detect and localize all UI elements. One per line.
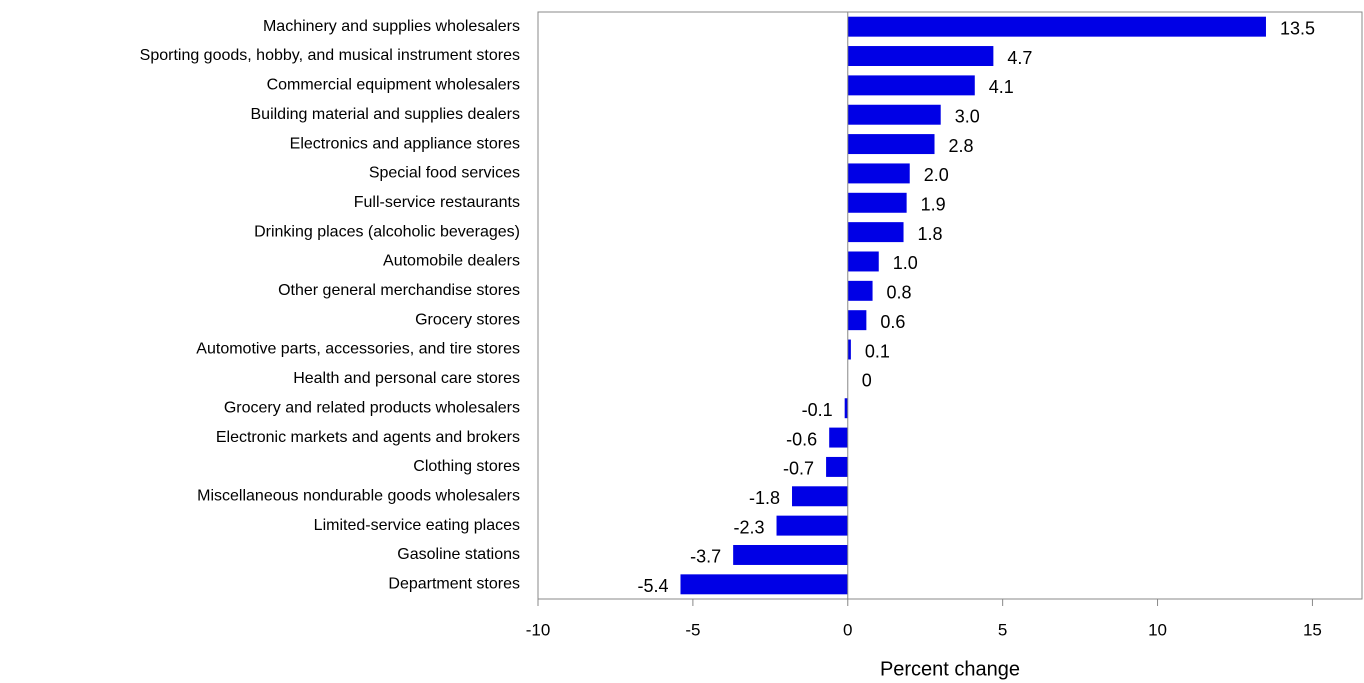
bar	[844, 398, 848, 419]
bar	[847, 75, 975, 96]
bar	[847, 104, 941, 125]
bar	[826, 456, 848, 477]
value-label: 4.7	[1007, 48, 1032, 68]
value-label: -0.6	[786, 429, 817, 449]
y-tick-label: Special food services	[369, 165, 520, 182]
bar	[847, 192, 907, 213]
y-tick-label: Grocery stores	[415, 311, 520, 328]
bar	[829, 427, 848, 448]
value-label: 4.1	[989, 77, 1014, 97]
plot-frame	[537, 11, 1363, 600]
value-label: 2.0	[924, 165, 949, 185]
y-tick-label: Commercial equipment wholesalers	[267, 77, 520, 94]
bar	[847, 339, 851, 360]
bar	[847, 222, 904, 243]
value-label: 0.8	[887, 283, 912, 303]
bar	[776, 515, 848, 536]
y-tick-label: Sporting goods, hobby, and musical instr…	[140, 47, 520, 64]
value-label: -0.1	[802, 400, 833, 420]
value-label: 2.8	[949, 136, 974, 156]
value-label: 3.0	[955, 106, 980, 126]
x-tick-label: -10	[526, 620, 551, 639]
bar	[733, 544, 848, 565]
bar	[847, 251, 879, 272]
y-tick-label: Automobile dealers	[383, 253, 520, 270]
bar	[847, 280, 873, 301]
value-label: -3.7	[690, 547, 721, 567]
x-tick-label: -5	[685, 620, 700, 639]
y-tick-label: Limited-service eating places	[314, 517, 520, 534]
y-tick-label: Full-service restaurants	[354, 194, 520, 211]
y-tick-label: Health and personal care stores	[293, 370, 520, 387]
value-label: 1.0	[893, 253, 918, 273]
value-label: -1.8	[749, 488, 780, 508]
y-tick-label: Other general merchandise stores	[278, 282, 520, 299]
value-label: -0.7	[783, 459, 814, 479]
value-label: 13.5	[1280, 18, 1315, 38]
y-tick-label: Miscellaneous nondurable goods wholesale…	[197, 487, 520, 504]
y-tick-label: Machinery and supplies wholesalers	[263, 18, 520, 35]
bar	[847, 46, 994, 67]
x-tick-label: 0	[843, 620, 852, 639]
bar	[847, 310, 867, 331]
bar	[680, 574, 848, 595]
y-tick-label: Department stores	[388, 576, 520, 593]
y-tick-label: Drinking places (alcoholic beverages)	[254, 223, 520, 240]
x-tick-label: 15	[1303, 620, 1322, 639]
value-label: 0	[862, 371, 872, 391]
value-label: 1.9	[921, 195, 946, 215]
value-label: 0.1	[865, 341, 890, 361]
value-label: 0.6	[880, 312, 905, 332]
bar	[847, 163, 910, 184]
value-label: -5.4	[637, 576, 668, 596]
y-tick-label: Automotive parts, accessories, and tire …	[196, 341, 520, 358]
y-tick-label: Building material and supplies dealers	[251, 106, 521, 123]
y-tick-label: Grocery and related products wholesalers	[224, 399, 520, 416]
bar	[792, 486, 848, 507]
y-tick-label: Gasoline stations	[397, 546, 520, 563]
x-tick-label: 5	[998, 620, 1007, 639]
value-label: 1.8	[918, 224, 943, 244]
value-label: -2.3	[733, 517, 764, 537]
y-tick-label: Electronic markets and agents and broker…	[216, 429, 520, 446]
bar	[847, 16, 1266, 37]
x-tick-label: 10	[1148, 620, 1167, 639]
y-tick-label: Electronics and appliance stores	[290, 135, 520, 152]
bar	[847, 134, 935, 155]
y-tick-label: Clothing stores	[413, 458, 520, 475]
x-axis-title: Percent change	[880, 658, 1020, 680]
